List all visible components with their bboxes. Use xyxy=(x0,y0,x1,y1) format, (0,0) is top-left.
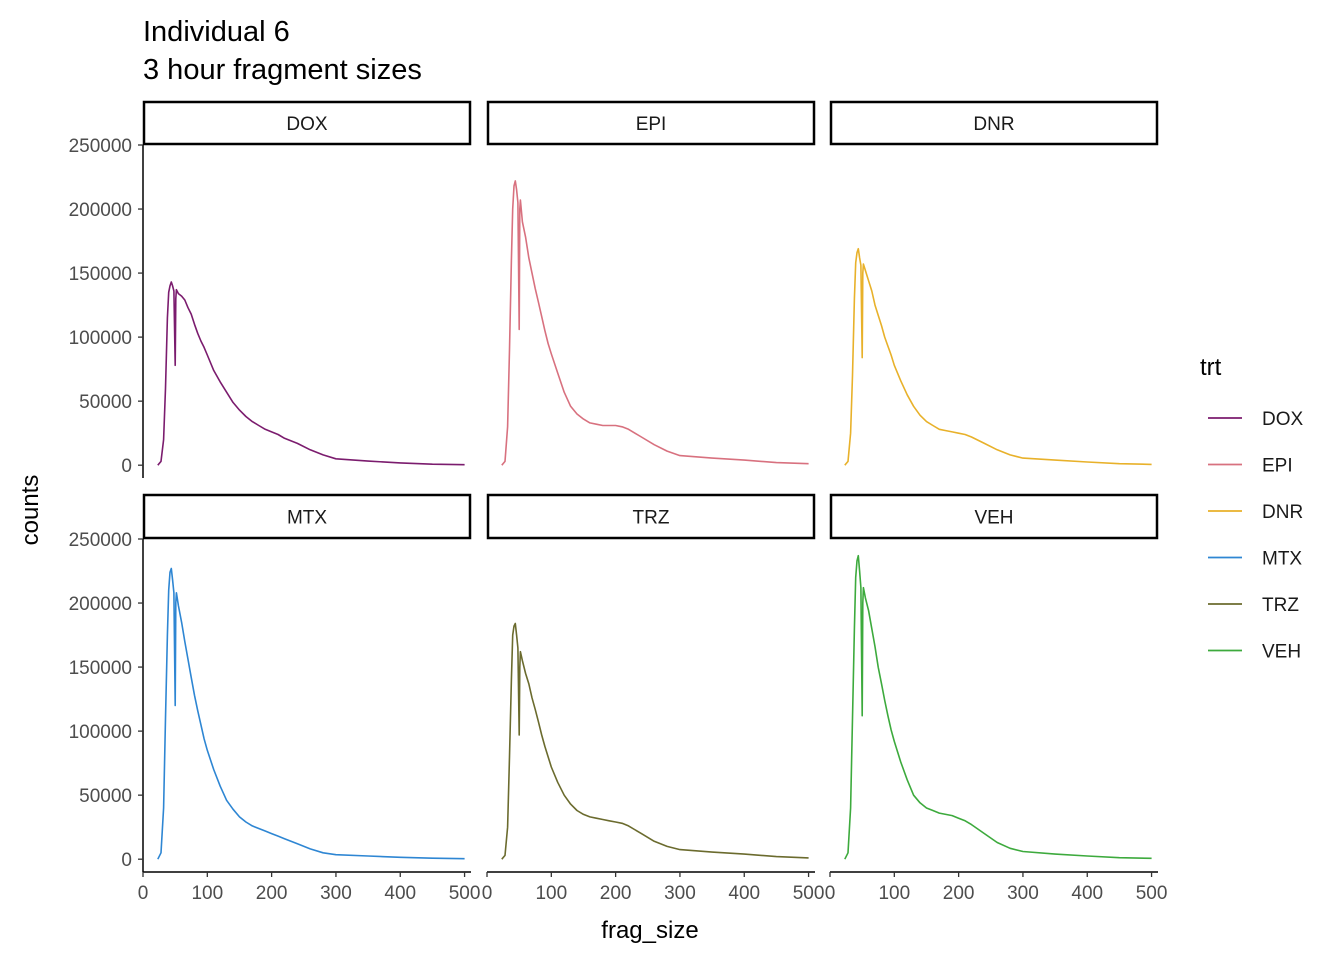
facet-strip-label: VEH xyxy=(974,508,1013,529)
y-tick-label: 150000 xyxy=(69,264,132,285)
series-line-dnr xyxy=(844,247,1152,466)
x-tick-label: 300 xyxy=(1007,883,1039,904)
y-tick-label: 200000 xyxy=(69,594,132,615)
y-tick-label: 100000 xyxy=(69,722,132,743)
series-line-trz xyxy=(501,622,809,860)
x-tick-label: 200 xyxy=(943,883,975,904)
series-line-dox xyxy=(157,281,465,466)
y-tick-label: 50000 xyxy=(79,786,132,807)
x-tick-label: 400 xyxy=(384,883,416,904)
facet-strip-label: TRZ xyxy=(633,508,670,529)
facet-strip xyxy=(829,100,1159,146)
facet-strip xyxy=(142,493,472,540)
x-tick-label: 200 xyxy=(600,883,632,904)
facet-strip-label: DNR xyxy=(973,114,1014,135)
facet-panel-dnr: DNR xyxy=(829,100,1159,466)
legend-label: VEH xyxy=(1262,642,1301,663)
legend-label: TRZ xyxy=(1262,595,1299,616)
facet-strip-label: EPI xyxy=(636,114,667,135)
y-tick-label: 100000 xyxy=(69,328,132,349)
facet-panel-mtx: MTX 0 50000 100000 150000 200000 250000 0 100 200… xyxy=(69,493,481,904)
facet-panel-trz: TRZ 0 100 200 300 400 500 xyxy=(482,493,825,904)
facet-panel-dox: DOX 0 50000 100000 150000 200000 250000 xyxy=(69,100,472,478)
legend-item-dox: DOX xyxy=(1208,409,1304,430)
y-axis-title: counts xyxy=(17,475,44,546)
x-tick-label: 200 xyxy=(256,883,288,904)
facet-panel-veh: VEH 0 100 200 300 400 500 xyxy=(825,493,1168,904)
x-tick-label: 100 xyxy=(535,883,567,904)
series-line-epi xyxy=(501,180,809,466)
x-tick-label: 400 xyxy=(1071,883,1103,904)
y-tick-label: 50000 xyxy=(79,392,132,413)
y-tick-label: 0 xyxy=(121,850,132,871)
legend-item-mtx: MTX xyxy=(1208,549,1302,570)
y-tick-label: 250000 xyxy=(69,136,132,157)
y-tick-label: 150000 xyxy=(69,658,132,679)
y-tick-label: 200000 xyxy=(69,200,132,221)
facet-strip xyxy=(829,493,1159,540)
series-line-veh xyxy=(844,554,1152,860)
facet-strip xyxy=(486,493,816,540)
legend-item-trz: TRZ xyxy=(1208,595,1299,616)
facet-strip xyxy=(486,100,816,146)
x-tick-label: 0 xyxy=(138,883,149,904)
x-tick-label: 500 xyxy=(1136,883,1168,904)
legend-label: EPI xyxy=(1262,456,1293,477)
series-line-mtx xyxy=(157,567,465,860)
legend-item-epi: EPI xyxy=(1208,456,1293,477)
x-tick-label: 0 xyxy=(482,883,493,904)
y-tick-label: 250000 xyxy=(69,530,132,551)
legend-label: DOX xyxy=(1262,409,1304,430)
legend-item-dnr: DNR xyxy=(1208,502,1303,523)
facet-strip-label: DOX xyxy=(286,114,328,135)
x-axis-title: frag_size xyxy=(601,917,698,944)
x-tick-label: 400 xyxy=(728,883,760,904)
x-tick-label: 300 xyxy=(320,883,352,904)
x-tick-label: 300 xyxy=(664,883,696,904)
x-tick-label: 100 xyxy=(191,883,223,904)
x-tick-label: 0 xyxy=(825,883,836,904)
facet-strip-label: MTX xyxy=(287,508,327,529)
facet-strip xyxy=(142,100,472,146)
legend: DOX EPI DNR MTX TRZ VEH xyxy=(1208,409,1304,663)
facet-panel-epi: EPI xyxy=(486,100,816,466)
x-tick-label: 100 xyxy=(878,883,910,904)
chart-subtitle: 3 hour fragment sizes xyxy=(143,54,422,86)
legend-title: trt xyxy=(1200,354,1222,381)
x-tick-label: 500 xyxy=(449,883,481,904)
chart-title: Individual 6 xyxy=(143,16,290,48)
x-tick-label: 500 xyxy=(793,883,825,904)
legend-item-veh: VEH xyxy=(1208,642,1301,663)
legend-label: DNR xyxy=(1262,502,1303,523)
y-tick-label: 0 xyxy=(121,456,132,477)
legend-label: MTX xyxy=(1262,549,1302,570)
